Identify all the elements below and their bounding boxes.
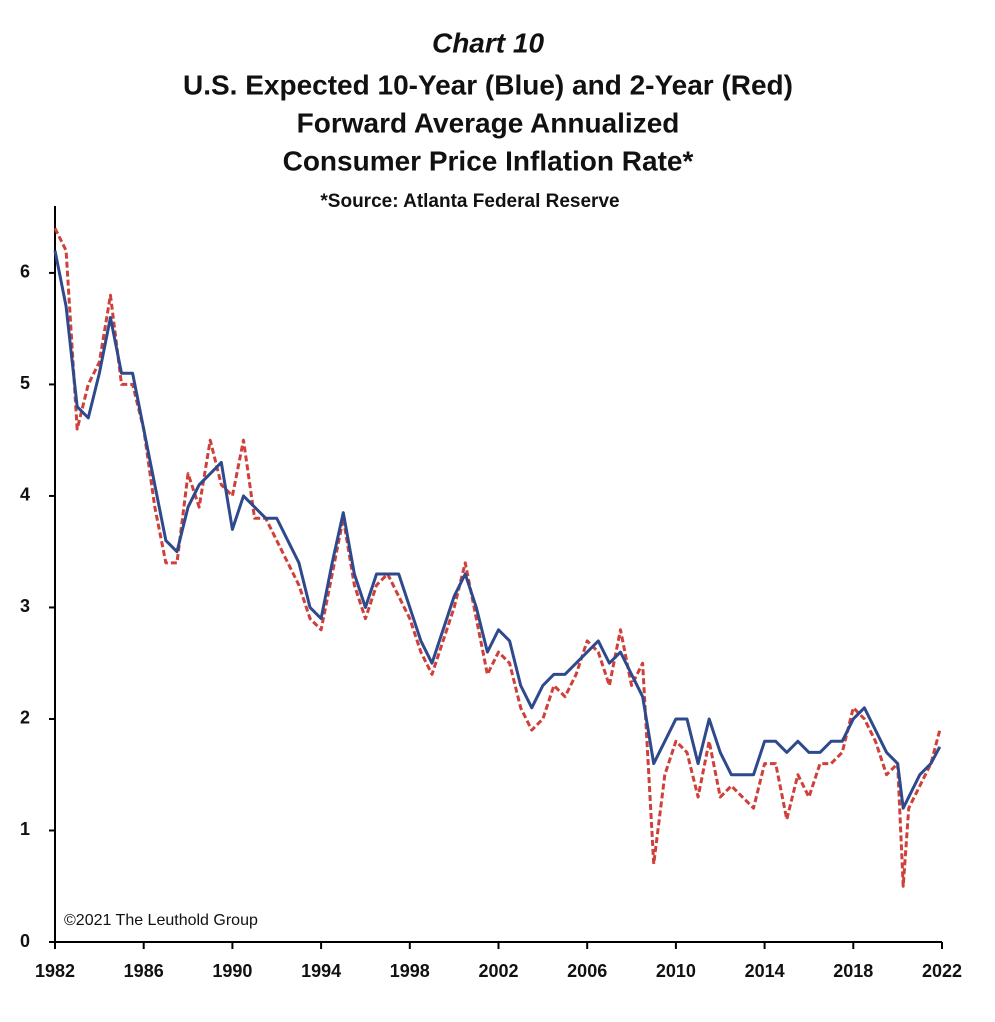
source-note: *Source: Atlanta Federal Reserve [320,191,619,212]
series-line [53,227,942,888]
y-tick-label: 6 [20,262,30,282]
chart-subtitle: Forward Average Annualized [297,107,680,138]
x-tick-label: 1986 [124,961,164,981]
x-tick-label: 2014 [745,961,785,981]
y-tick-label: 2 [20,708,30,728]
x-tick-label: 1994 [301,961,341,981]
copyright: ©2021 The Leuthold Group [64,912,258,929]
y-tick-label: 5 [20,373,30,393]
y-tick-label: 0 [20,931,30,951]
x-tick-label: 2002 [478,961,518,981]
y-tick-label: 3 [20,596,30,616]
x-tick-label: 2006 [567,961,607,981]
x-tick-label: 1990 [212,961,252,981]
series-line [53,250,942,810]
x-tick-label: 2022 [922,961,962,981]
chart-subtitle: Consumer Price Inflation Rate* [283,145,694,176]
chart-title: Chart 10 [432,27,544,58]
y-tick-label: 1 [20,819,30,839]
chart-subtitle: U.S. Expected 10-Year (Blue) and 2-Year … [183,69,793,100]
y-tick-label: 4 [20,485,30,505]
x-tick-label: 1982 [35,961,75,981]
x-tick-label: 2018 [833,961,873,981]
x-tick-label: 1998 [390,961,430,981]
x-tick-label: 2010 [656,961,696,981]
